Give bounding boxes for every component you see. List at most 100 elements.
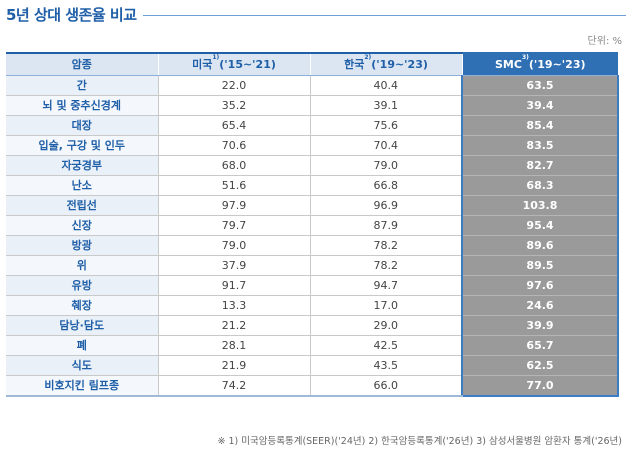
- unit-label: 단위: %: [587, 36, 622, 47]
- header-smc-name: SMC: [495, 58, 522, 71]
- us-value: 74.2: [157, 375, 310, 397]
- cancer-name: 신장: [6, 215, 158, 236]
- footnote: ※ 1) 미국암등록통계(SEER)('24년) 2) 한국암등록통계('26년…: [217, 436, 622, 447]
- korea-value: 94.7: [309, 275, 462, 296]
- header-korea: 한국2)('19~'23): [309, 52, 462, 76]
- cancer-name: 위: [6, 255, 158, 276]
- table-row: 식도 21.9 43.5 62.5: [6, 355, 619, 376]
- smc-value: 63.5: [461, 75, 619, 96]
- header-smc-period: ('19~'23): [528, 58, 586, 71]
- table-row: 방광 79.0 78.2 89.6: [6, 235, 619, 256]
- korea-value: 42.5: [309, 335, 462, 356]
- table-row: 대장 65.4 75.6 85.4: [6, 115, 619, 136]
- header-smc: SMC3)('19~'23): [461, 52, 618, 76]
- korea-value: 70.4: [309, 135, 462, 156]
- cancer-name: 뇌 및 중추신경계: [6, 95, 158, 116]
- table-row: 전립선 97.9 96.9 103.8: [6, 195, 619, 216]
- table-row: 입술, 구강 및 인두 70.6 70.4 83.5: [6, 135, 619, 156]
- table-row: 유방 91.7 94.7 97.6: [6, 275, 619, 296]
- korea-value: 17.0: [309, 295, 462, 316]
- title-bar: 5년 상대 생존율 비교: [6, 5, 626, 29]
- table-row: 간 22.0 40.4 63.5: [6, 75, 619, 96]
- cancer-name: 난소: [6, 175, 158, 196]
- korea-value: 78.2: [309, 255, 462, 276]
- header-korea-name: 한국: [344, 58, 365, 71]
- cancer-name: 식도: [6, 355, 158, 376]
- us-value: 28.1: [157, 335, 310, 356]
- table-header-row: 암종 미국1)('15~'21) 한국2)('19~'23) SMC3)('19…: [6, 52, 618, 76]
- smc-value: 103.8: [461, 195, 619, 216]
- smc-value: 89.5: [461, 255, 619, 276]
- smc-value: 95.4: [461, 215, 619, 236]
- header-us-period: ('15~'21): [219, 58, 276, 71]
- korea-value: 66.0: [309, 375, 462, 397]
- smc-value: 39.9: [461, 315, 619, 336]
- korea-value: 39.1: [309, 95, 462, 116]
- table-row: 담낭·담도 21.2 29.0 39.9: [6, 315, 619, 336]
- smc-value: 39.4: [461, 95, 619, 116]
- page-title: 5년 상대 생존율 비교: [6, 5, 143, 25]
- us-value: 91.7: [157, 275, 310, 296]
- us-value: 70.6: [157, 135, 310, 156]
- header-us: 미국1)('15~'21): [157, 52, 310, 76]
- header-cancer-type: 암종: [6, 52, 158, 76]
- header-us-name: 미국: [192, 58, 213, 71]
- cancer-name: 췌장: [6, 295, 158, 316]
- table-row: 뇌 및 중추신경계 35.2 39.1 39.4: [6, 95, 619, 116]
- us-value: 51.6: [157, 175, 310, 196]
- smc-value: 77.0: [461, 375, 619, 397]
- us-value: 22.0: [157, 75, 310, 96]
- korea-value: 79.0: [309, 155, 462, 176]
- smc-value: 83.5: [461, 135, 619, 156]
- korea-value: 87.9: [309, 215, 462, 236]
- cancer-name: 방광: [6, 235, 158, 256]
- table-row: 자궁경부 68.0 79.0 82.7: [6, 155, 619, 176]
- smc-value: 68.3: [461, 175, 619, 196]
- korea-value: 96.9: [309, 195, 462, 216]
- korea-value: 43.5: [309, 355, 462, 376]
- table-row: 위 37.9 78.2 89.5: [6, 255, 619, 276]
- header-smc-sup: 3): [521, 54, 529, 61]
- table-row: 폐 28.1 42.5 65.7: [6, 335, 619, 356]
- smc-value: 24.6: [461, 295, 619, 316]
- title-rule: [6, 15, 626, 16]
- korea-value: 40.4: [309, 75, 462, 96]
- smc-value: 82.7: [461, 155, 619, 176]
- header-korea-period: ('19~'23): [371, 58, 428, 71]
- us-value: 79.0: [157, 235, 310, 256]
- korea-value: 75.6: [309, 115, 462, 136]
- table-row: 난소 51.6 66.8 68.3: [6, 175, 619, 196]
- korea-value: 78.2: [309, 235, 462, 256]
- table-row: 췌장 13.3 17.0 24.6: [6, 295, 619, 316]
- us-value: 79.7: [157, 215, 310, 236]
- us-value: 35.2: [157, 95, 310, 116]
- us-value: 68.0: [157, 155, 310, 176]
- header-us-sup: 1): [212, 54, 220, 61]
- survival-table: 암종 미국1)('15~'21) 한국2)('19~'23) SMC3)('19…: [6, 52, 619, 397]
- table-row: 비호지킨 림프종 74.2 66.0 77.0: [6, 375, 619, 397]
- cancer-name: 전립선: [6, 195, 158, 216]
- table-row: 신장 79.7 87.9 95.4: [6, 215, 619, 236]
- cancer-name: 담낭·담도: [6, 315, 158, 336]
- us-value: 37.9: [157, 255, 310, 276]
- korea-value: 29.0: [309, 315, 462, 336]
- smc-value: 62.5: [461, 355, 619, 376]
- cancer-name: 비호지킨 림프종: [6, 375, 158, 397]
- cancer-name: 폐: [6, 335, 158, 356]
- smc-value: 65.7: [461, 335, 619, 356]
- smc-value: 85.4: [461, 115, 619, 136]
- cancer-name: 자궁경부: [6, 155, 158, 176]
- cancer-name: 간: [6, 75, 158, 96]
- cancer-name: 유방: [6, 275, 158, 296]
- korea-value: 66.8: [309, 175, 462, 196]
- smc-value: 97.6: [461, 275, 619, 296]
- cancer-name: 입술, 구강 및 인두: [6, 135, 158, 156]
- us-value: 21.9: [157, 355, 310, 376]
- us-value: 97.9: [157, 195, 310, 216]
- us-value: 21.2: [157, 315, 310, 336]
- us-value: 65.4: [157, 115, 310, 136]
- header-korea-sup: 2): [364, 54, 372, 61]
- us-value: 13.3: [157, 295, 310, 316]
- cancer-name: 대장: [6, 115, 158, 136]
- smc-value: 89.6: [461, 235, 619, 256]
